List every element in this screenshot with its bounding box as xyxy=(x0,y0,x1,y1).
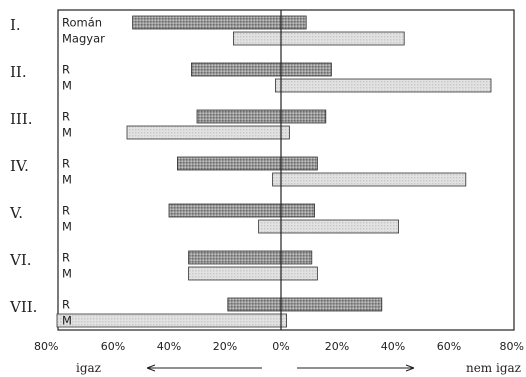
bar-left-7-m xyxy=(56,313,282,328)
bar-right-2-m xyxy=(280,78,492,93)
bar-left-1-m xyxy=(232,31,282,46)
x-tick-label-9: 80% xyxy=(500,340,524,353)
plot-frame xyxy=(57,9,515,331)
row-label-1-r: Román xyxy=(62,16,102,30)
direction-label-left: igaz xyxy=(76,361,101,375)
direction-label-right: nem igaz xyxy=(466,361,521,375)
row-label-6-r: R xyxy=(62,251,70,265)
bar-left-2-m xyxy=(274,78,282,93)
bar-right-1-m xyxy=(280,31,405,46)
group-label-4: IV. xyxy=(10,157,29,175)
bar-right-7-m xyxy=(280,313,287,328)
bar-left-3-m xyxy=(126,125,282,140)
row-label-3-m: M xyxy=(62,126,72,140)
arrow-right-head xyxy=(405,364,415,372)
bar-right-6-r xyxy=(280,250,313,265)
x-tick-label-3: 40% xyxy=(157,340,181,353)
bar-left-3-r xyxy=(196,109,282,124)
group-label-6: VI. xyxy=(9,251,32,269)
bars-layer xyxy=(56,15,492,328)
bar-right-3-r xyxy=(280,109,327,124)
row-label-3-r: R xyxy=(62,110,70,124)
x-tick-label-1: 80% xyxy=(34,340,58,353)
row-label-5-m: M xyxy=(62,220,72,234)
x-tick-label-5: 0% xyxy=(272,340,289,353)
bar-right-5-m xyxy=(280,219,399,234)
x-tick-label-6: 20% xyxy=(325,340,349,353)
direction-annotations: igaz nem igaz xyxy=(76,361,521,375)
bar-right-7-r xyxy=(280,297,383,312)
arrow-left-head xyxy=(146,364,156,372)
group-label-1: I. xyxy=(10,16,21,34)
group-label-5: V. xyxy=(9,204,23,222)
group-label-3: III. xyxy=(10,110,33,128)
x-tick-labels-layer: 80% 60% 40% 20% 0% 20% 40% 60% 80% xyxy=(34,340,524,353)
row-label-4-r: R xyxy=(62,157,70,171)
row-label-7-m: M xyxy=(62,314,72,328)
bar-right-2-r xyxy=(280,62,332,77)
bar-right-1-r xyxy=(280,15,307,30)
bar-right-5-r xyxy=(280,203,315,218)
row-label-1-m: Magyar xyxy=(62,32,105,46)
row-label-5-r: R xyxy=(62,204,70,218)
bar-right-4-m xyxy=(280,172,467,187)
bar-right-6-m xyxy=(280,266,318,281)
bar-left-7-r xyxy=(227,297,282,312)
bar-left-6-r xyxy=(188,250,282,265)
x-tick-label-7: 40% xyxy=(381,340,405,353)
x-tick-label-2: 60% xyxy=(101,340,125,353)
bar-left-5-r xyxy=(168,203,282,218)
group-label-7: VII. xyxy=(9,298,37,316)
bar-left-6-m xyxy=(188,266,282,281)
row-label-2-m: M xyxy=(62,79,72,93)
bar-left-5-m xyxy=(258,219,282,234)
row-label-4-m: M xyxy=(62,173,72,187)
row-label-2-r: R xyxy=(62,63,70,77)
bar-left-2-r xyxy=(190,62,282,77)
bar-right-4-r xyxy=(280,156,318,171)
row-label-7-r: R xyxy=(62,298,70,312)
bar-left-4-m xyxy=(272,172,282,187)
bar-right-3-m xyxy=(280,125,290,140)
x-tick-label-4: 20% xyxy=(213,340,237,353)
bar-left-1-r xyxy=(132,15,282,30)
bar-left-4-r xyxy=(176,156,282,171)
x-tick-label-8: 60% xyxy=(437,340,461,353)
row-label-6-m: M xyxy=(62,267,72,281)
group-label-2: II. xyxy=(10,63,27,81)
